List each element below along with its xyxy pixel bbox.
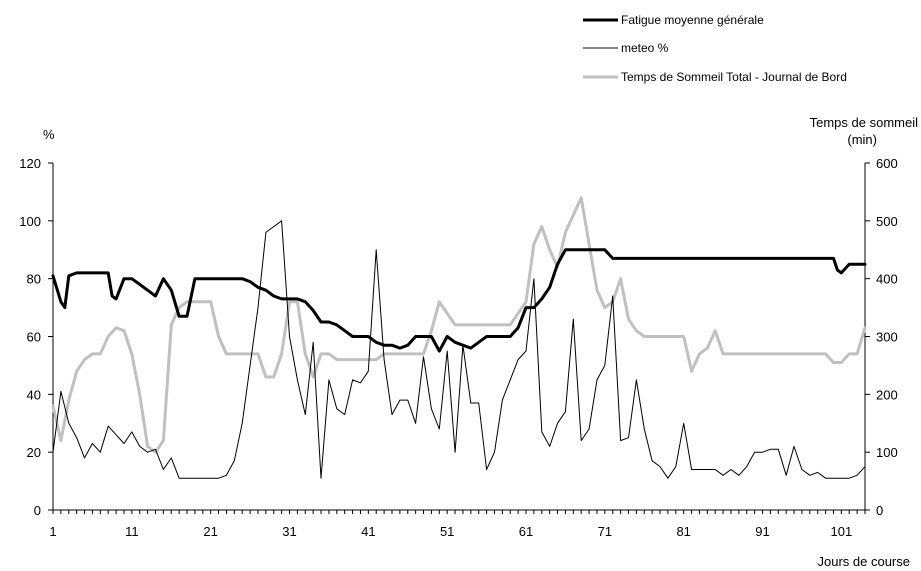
y-right-tick-label: 0 — [876, 503, 883, 518]
y-right-tick-label: 300 — [876, 330, 898, 345]
y-left-tick-label: 20 — [27, 445, 41, 460]
y-left-axis-title: % — [43, 127, 55, 142]
x-axis-title: Jours de course — [818, 554, 911, 569]
y-left-tick-label: 120 — [19, 156, 41, 171]
y-left-tick-label: 100 — [19, 214, 41, 229]
legend-label-fatigue: Fatigue moyenne générale — [621, 13, 764, 27]
legend-label-meteo: meteo % — [621, 41, 669, 55]
x-tick-label: 11 — [125, 524, 139, 539]
series-layer — [51, 196, 867, 479]
x-tick-label: 31 — [282, 524, 296, 539]
x-tick-label: 61 — [519, 524, 533, 539]
y-right-tick-label: 200 — [876, 387, 898, 402]
legend-label-sleep: Temps de Sommeil Total - Journal de Bord — [621, 70, 847, 84]
legend: Fatigue moyenne générale meteo % Temps d… — [583, 13, 847, 84]
series-line-1 — [52, 220, 866, 479]
series-line-0 — [51, 248, 867, 353]
y-right-tick-label: 100 — [876, 445, 898, 460]
y-left-tick-label: 80 — [27, 272, 41, 287]
series-line-2 — [51, 196, 867, 454]
y-left-tick-label: 60 — [27, 330, 41, 345]
x-tick-label: 91 — [755, 524, 769, 539]
y-right-tick-label: 400 — [876, 272, 898, 287]
x-tick-label: 101 — [830, 524, 852, 539]
y-left-tick-label: 0 — [34, 503, 41, 518]
x-tick-label: 41 — [361, 524, 375, 539]
x-tick-label: 21 — [203, 524, 217, 539]
y-left-tick-label: 40 — [27, 387, 41, 402]
x-tick-label: 71 — [598, 524, 612, 539]
y-right-tick-label: 600 — [876, 156, 898, 171]
y-right-axis-title-line1: Temps de sommeil — [810, 115, 918, 130]
x-tick-label: 81 — [676, 524, 690, 539]
y-right-tick-label: 500 — [876, 214, 898, 229]
y-right-axis-title-line2: (min) — [847, 132, 877, 147]
x-tick-label: 1 — [49, 524, 56, 539]
x-tick-label: 51 — [440, 524, 454, 539]
